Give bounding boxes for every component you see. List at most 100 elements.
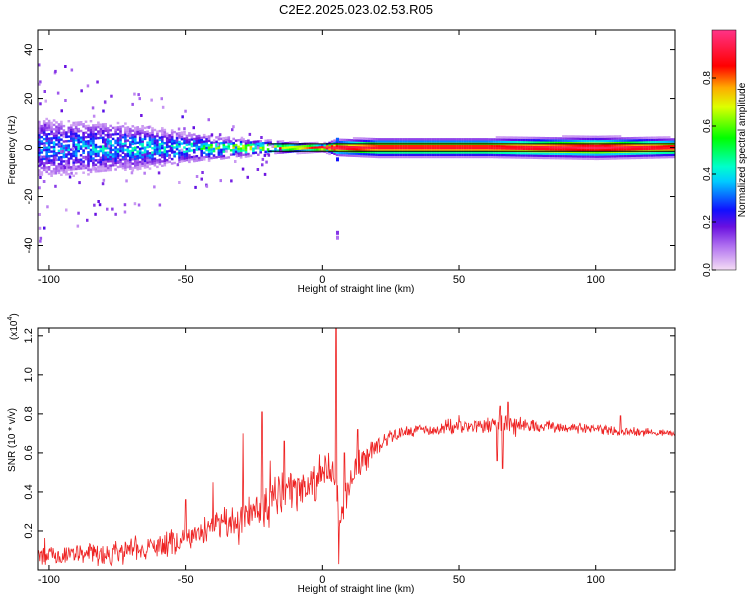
spectrogram-cell <box>584 150 587 154</box>
spectrogram-cell <box>596 144 600 147</box>
spectrogram-cell <box>207 152 211 156</box>
spectrogram-cell <box>490 144 494 148</box>
spectrogram-cell <box>99 156 103 159</box>
spectrogram-cell <box>188 147 191 150</box>
spectrogram-cell <box>55 154 58 157</box>
spectrogram-cell <box>500 138 504 141</box>
spectrogram-cell <box>92 146 95 149</box>
spectrogram-cell <box>60 142 63 146</box>
spectrogram-cell <box>161 144 164 148</box>
x-tick-label: 100 <box>587 274 605 286</box>
spectrogram-cell <box>151 155 154 159</box>
spectrogram-cell <box>104 123 107 126</box>
spectrogram-cell <box>616 152 619 156</box>
spectrogram-cell <box>134 159 137 163</box>
spectrogram-cell <box>67 126 71 129</box>
spectrogram-cell <box>584 155 587 158</box>
spectrogram-cell <box>421 153 425 156</box>
spectrogram-cell <box>52 145 56 149</box>
spectrogram-cell <box>365 148 368 151</box>
spectrogram-cell <box>382 138 386 141</box>
spectrogram-cell <box>589 135 592 138</box>
spectrogram-cell <box>50 163 53 166</box>
spectrogram-cell <box>537 145 541 149</box>
spectrogram-cell <box>136 163 139 166</box>
spectrogram-cell <box>640 143 644 146</box>
spectrogram-cell <box>193 142 196 145</box>
spectrogram-cell <box>50 174 53 177</box>
spectrogram-cell <box>441 146 445 150</box>
spectrogram-outlier <box>110 94 113 98</box>
spectrogram-cell <box>104 169 107 172</box>
spectrogram-cell <box>591 155 595 158</box>
spectrogram-cell <box>45 168 48 171</box>
spectrogram-cell <box>338 151 341 155</box>
spectrogram-cell <box>601 135 605 138</box>
spectrogram-cell <box>493 144 496 148</box>
spectrogram-cell <box>458 153 462 156</box>
spectrogram-cell <box>161 131 164 134</box>
spectrogram-cell <box>244 155 248 158</box>
spectrogram-cell <box>367 150 371 154</box>
spectrogram-cell <box>412 155 415 159</box>
spectrogram-cell <box>225 156 228 159</box>
spectrogram-cell <box>539 141 543 144</box>
spectrogram-cell <box>419 149 422 152</box>
spectrogram-cell <box>151 162 154 165</box>
spectrogram-cell <box>579 139 582 143</box>
spectrogram-cell <box>97 136 100 140</box>
spectrogram-cell <box>591 137 595 141</box>
spectrogram-cell <box>234 150 238 153</box>
spectrogram-cell <box>493 151 496 154</box>
spectrogram-cell <box>394 144 398 148</box>
spectrogram-cell <box>544 152 548 155</box>
spectrogram-outlier <box>54 69 57 73</box>
spectrogram-cell <box>92 148 95 151</box>
spectrogram-cell <box>161 133 164 137</box>
spectrogram-cell <box>79 123 83 126</box>
spectrogram-cell <box>606 153 609 156</box>
spectrogram-cell <box>380 153 383 156</box>
spectrogram-cell <box>217 153 221 156</box>
spectrogram-cell <box>532 154 536 157</box>
spectrogram-cell <box>200 141 203 144</box>
spectrogram-cell <box>623 141 627 144</box>
spectrogram-cell <box>170 131 174 134</box>
spectrogram-cell <box>606 144 609 147</box>
spectrogram-cell <box>62 131 66 134</box>
spectrogram-cell <box>547 145 550 149</box>
spectrogram-cell <box>215 142 218 146</box>
spectrogram-cell <box>131 140 135 143</box>
spectrogram-cell <box>180 153 184 156</box>
spectrogram-cell <box>621 154 624 158</box>
spectrogram-cell <box>586 157 590 160</box>
spectrogram-cell <box>62 160 66 163</box>
spectrogram-cell <box>527 145 531 148</box>
spectrogram-cell <box>537 147 541 151</box>
spectrogram-cell <box>42 122 46 125</box>
spectrogram-cell <box>74 161 78 164</box>
spectrogram-cell <box>52 141 56 144</box>
spectrogram-cell <box>387 144 390 148</box>
spectrogram-cell <box>397 155 400 159</box>
spectrogram-outlier <box>80 89 83 93</box>
spectrogram-cell <box>626 152 629 155</box>
spectrogram-cell <box>94 170 98 173</box>
spectrogram-cell <box>667 140 671 143</box>
spectrogram-cell <box>643 147 646 151</box>
spectrogram-cell <box>161 140 164 143</box>
spectrogram-cell <box>522 145 526 148</box>
spectrogram-cell <box>193 151 196 154</box>
spectrogram-cell <box>362 146 366 149</box>
spectrogram-cell <box>134 137 137 141</box>
spectrogram-cell <box>38 140 41 143</box>
spectrogram-cell <box>60 120 63 124</box>
spectrogram-cell <box>569 155 573 158</box>
spectrogram-cell <box>446 138 449 141</box>
spectrogram-cell <box>377 140 381 143</box>
spectrogram-cell <box>601 142 605 145</box>
spectrogram-cell <box>190 133 194 137</box>
spectrogram-cell <box>325 147 329 150</box>
spectrogram-cell <box>178 160 181 163</box>
